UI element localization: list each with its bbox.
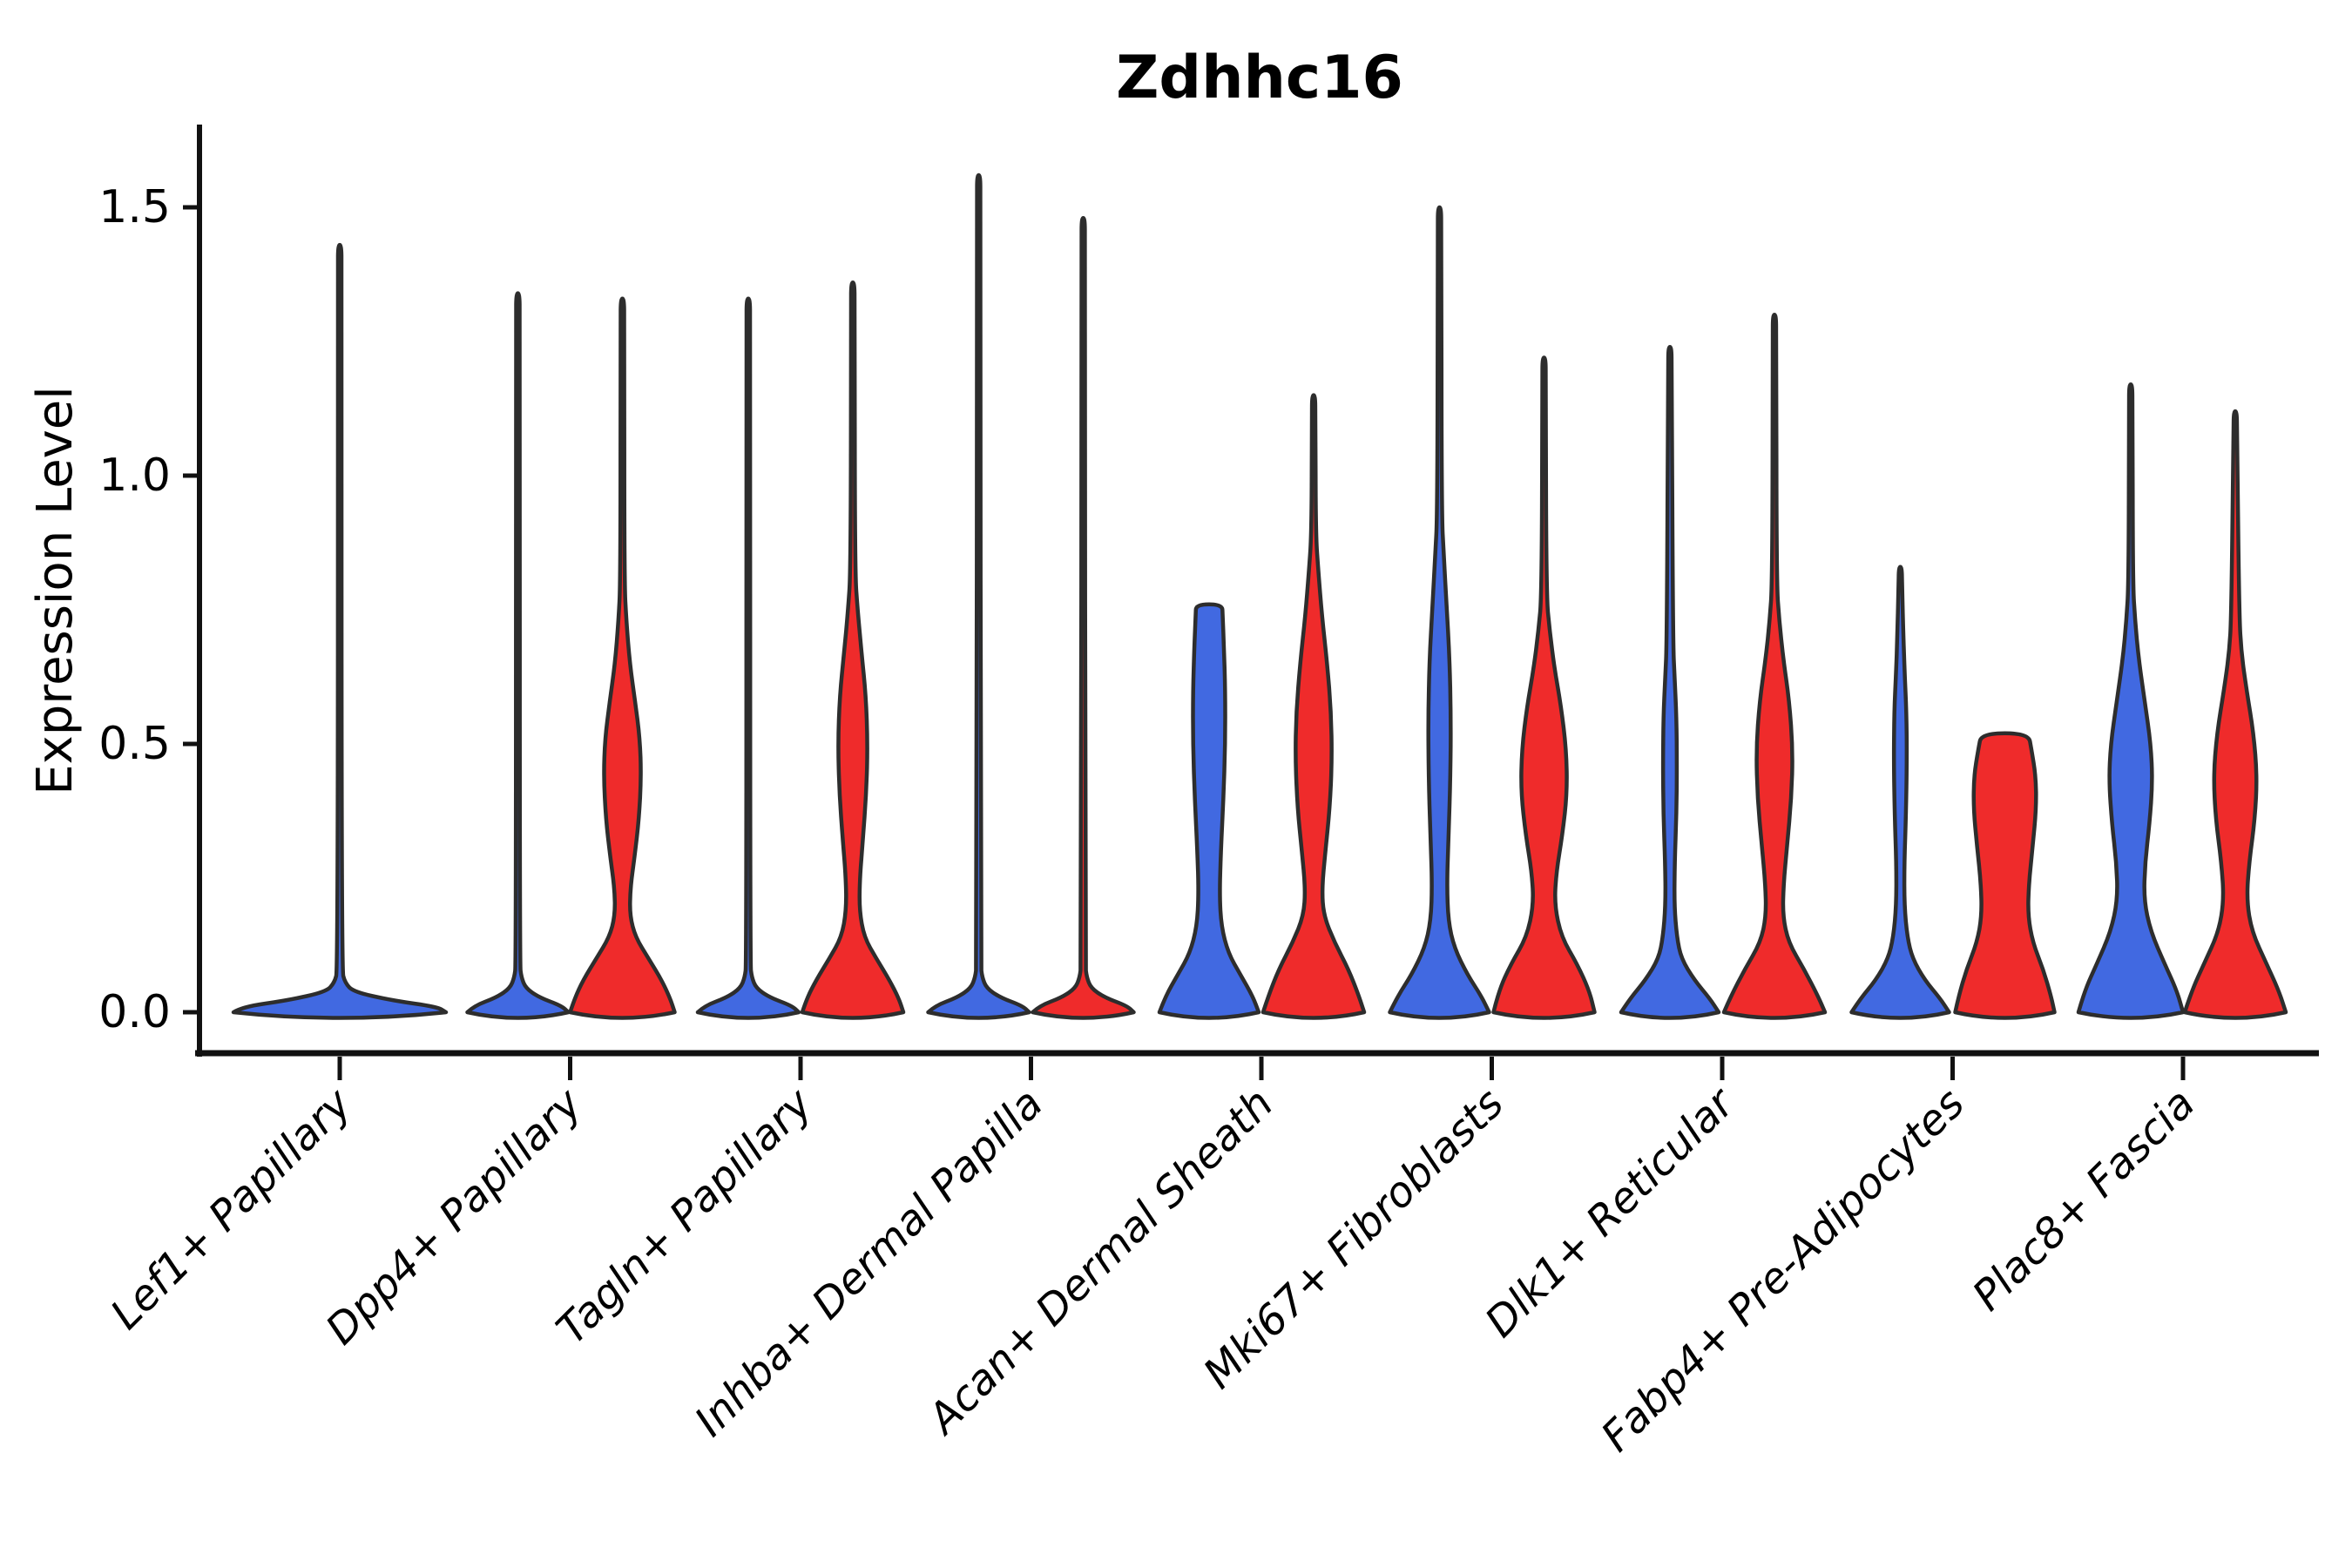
x-tick-label-plac8-fascia: Plac8+ Fascia (1963, 1079, 2205, 1321)
violin-tagln-papillary-right-red (800, 280, 906, 1020)
y-tick-label-1.5: 1.5 (98, 181, 171, 233)
violins (231, 172, 2288, 1020)
violin-dpp4-papillary-right-red (568, 296, 677, 1020)
y-axis-ticks: 0.0 0.5 1.0 1.5 (98, 181, 198, 1038)
violin-mki67-fibroblasts-left-blue (1388, 205, 1491, 1020)
y-tick-label-1.0: 1.0 (98, 449, 171, 502)
violin-plac8-fascia-left-blue (2076, 382, 2186, 1020)
chart-title: Zdhhc16 (1116, 44, 1403, 112)
violin-acan-dermal-sheath-left-blue (1157, 602, 1261, 1020)
violin-fabp4-pre-adipocytes-right-red (1953, 731, 2057, 1020)
violin-inhba-dermal-papilla-left-blue (926, 172, 1031, 1020)
y-tick-label-0.5: 0.5 (98, 718, 171, 770)
y-tick-label-0.0: 0.0 (98, 986, 171, 1038)
x-tick-label-dpp4-papillary: Dpp4+ Papillary (316, 1078, 591, 1354)
x-tick-label-dlk1-reticular: Dlk1+ Reticular (1476, 1078, 1746, 1348)
x-tick-label-lef1-papillary: Lef1+ Papillary (101, 1078, 362, 1339)
violin-mki67-fibroblasts-right-red (1491, 355, 1597, 1020)
violin-dlk1-reticular-left-blue (1619, 344, 1721, 1020)
violin-lef1-papillary-center-blue (231, 242, 449, 1020)
violin-fabp4-pre-adipocytes-left-blue (1849, 564, 1951, 1020)
violin-plac8-fascia-right-red (2182, 409, 2288, 1020)
x-tick-label-fabp4-pre-adipocytes: Fabp4+ Pre-Adipocytes (1592, 1079, 1974, 1462)
violin-dlk1-reticular-right-red (1721, 312, 1828, 1020)
violin-inhba-dermal-papilla-right-red (1031, 216, 1136, 1020)
violin-tagln-papillary-left-blue (695, 296, 801, 1020)
y-axis-label: Expression Level (27, 386, 84, 795)
violin-acan-dermal-sheath-right-red (1260, 393, 1367, 1020)
axes (195, 125, 2319, 1057)
x-tick-label-tagln-papillary: Tagln+ Papillary (547, 1078, 822, 1354)
violin-dpp4-papillary-left-blue (465, 291, 571, 1020)
